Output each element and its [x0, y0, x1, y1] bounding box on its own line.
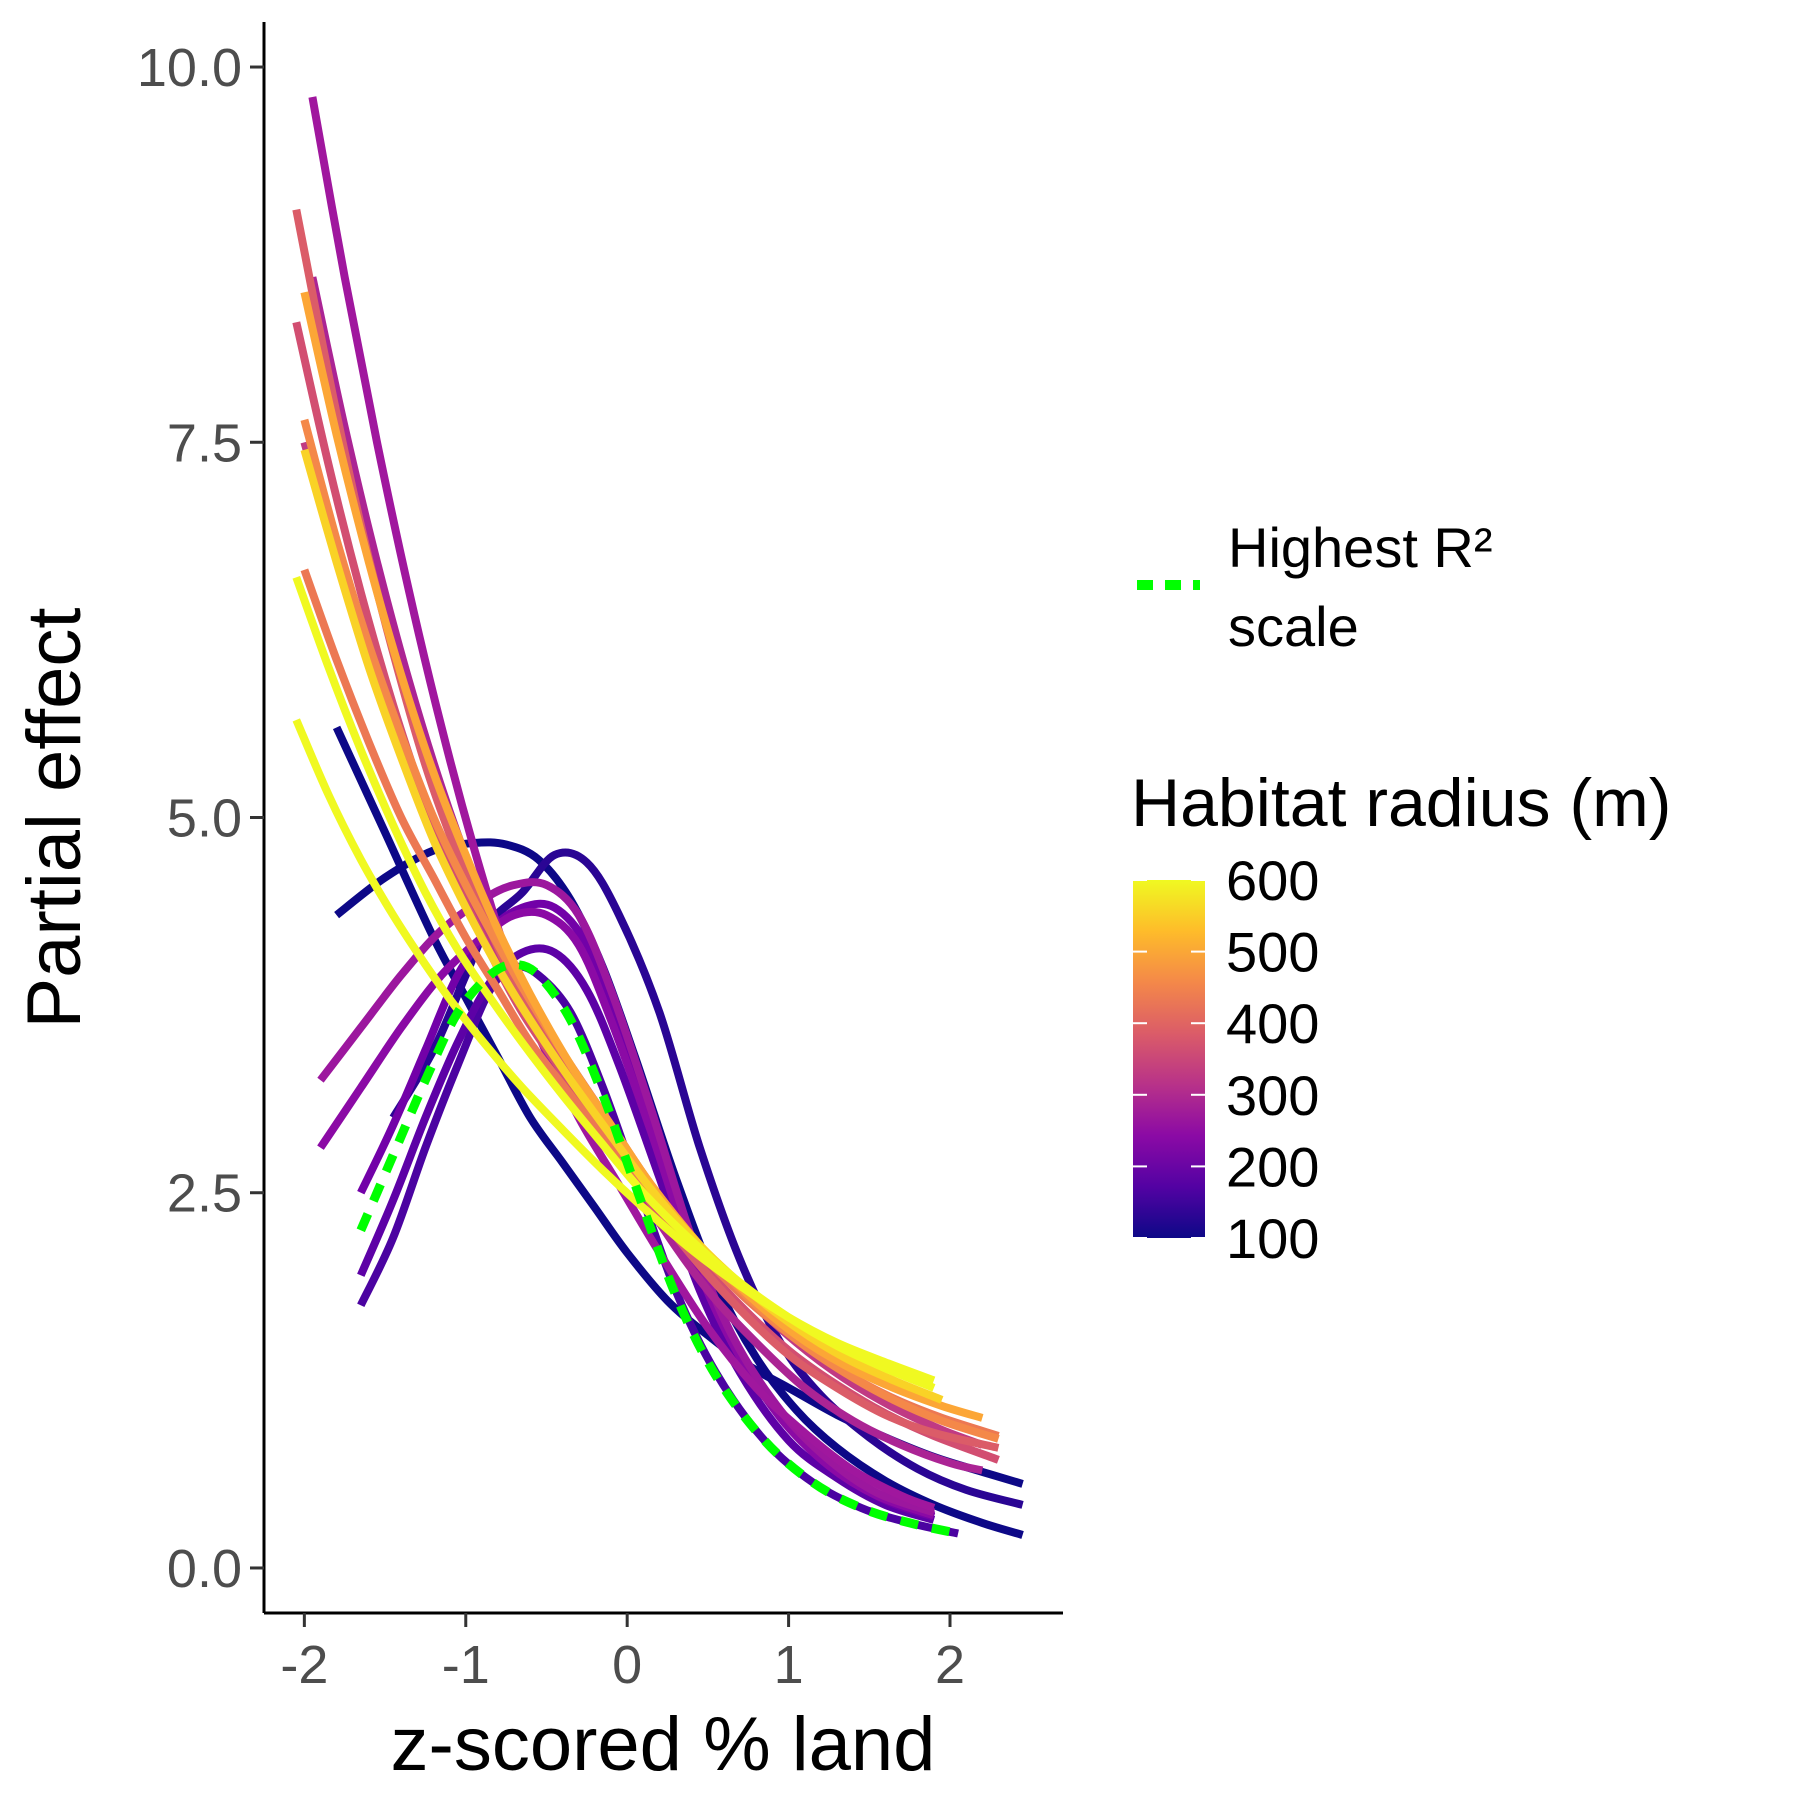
colorbar-tick-label: 200 [1226, 1135, 1319, 1198]
x-ticks: -2 -1 0 1 2 [280, 1613, 965, 1695]
y-tick-label: 10.0 [137, 38, 242, 98]
series-line-16 [300, 291, 984, 1422]
legend-line-label-2: scale [1228, 595, 1359, 658]
x-axis-title: z-scored % land [391, 1702, 936, 1787]
series-line-highest-r2 [356, 960, 960, 1538]
y-tick-label: 0.0 [167, 1539, 242, 1599]
y-tick-label: 5.0 [167, 789, 242, 849]
colorbar-ticks: 100 200 300 400 500 600 [1133, 849, 1319, 1270]
series-line-7 [317, 907, 936, 1520]
y-tick-label: 2.5 [167, 1164, 242, 1224]
series-line-4 [357, 962, 959, 1538]
x-tick-label: 1 [774, 1635, 804, 1695]
colorbar-tick-label: 400 [1226, 992, 1319, 1055]
series-line-5 [357, 944, 936, 1524]
series-line-17 [300, 448, 944, 1404]
y-ticks: 0.0 2.5 5.0 7.5 10.0 [137, 38, 264, 1599]
x-tick-label: 0 [612, 1635, 642, 1695]
series-layer [292, 96, 1024, 1539]
y-tick-label: 7.5 [167, 413, 242, 473]
colorbar-tick-label: 500 [1226, 921, 1319, 984]
series-line-9 [308, 96, 936, 1512]
x-tick-label: 2 [935, 1635, 965, 1695]
colorbar [1133, 880, 1205, 1238]
legend-line-label-1: Highest R² [1228, 516, 1493, 579]
colorbar-title: Habitat radius (m) [1131, 765, 1671, 841]
series-line-12 [292, 321, 1000, 1464]
x-tick-label: -2 [280, 1635, 328, 1695]
x-tick-label: -1 [442, 1635, 490, 1695]
legend: Highest R² scale Habitat radius (m) 100 2… [1131, 516, 1671, 1270]
series-line-19 [292, 718, 936, 1385]
series-line-13 [292, 208, 1000, 1452]
y-axis-title: Partial effect [12, 607, 97, 1028]
axes [262, 22, 1063, 1615]
colorbar-tick-label: 100 [1226, 1207, 1319, 1270]
colorbar-tick-label: 600 [1226, 849, 1319, 912]
colorbar-tick-label: 300 [1226, 1064, 1319, 1127]
